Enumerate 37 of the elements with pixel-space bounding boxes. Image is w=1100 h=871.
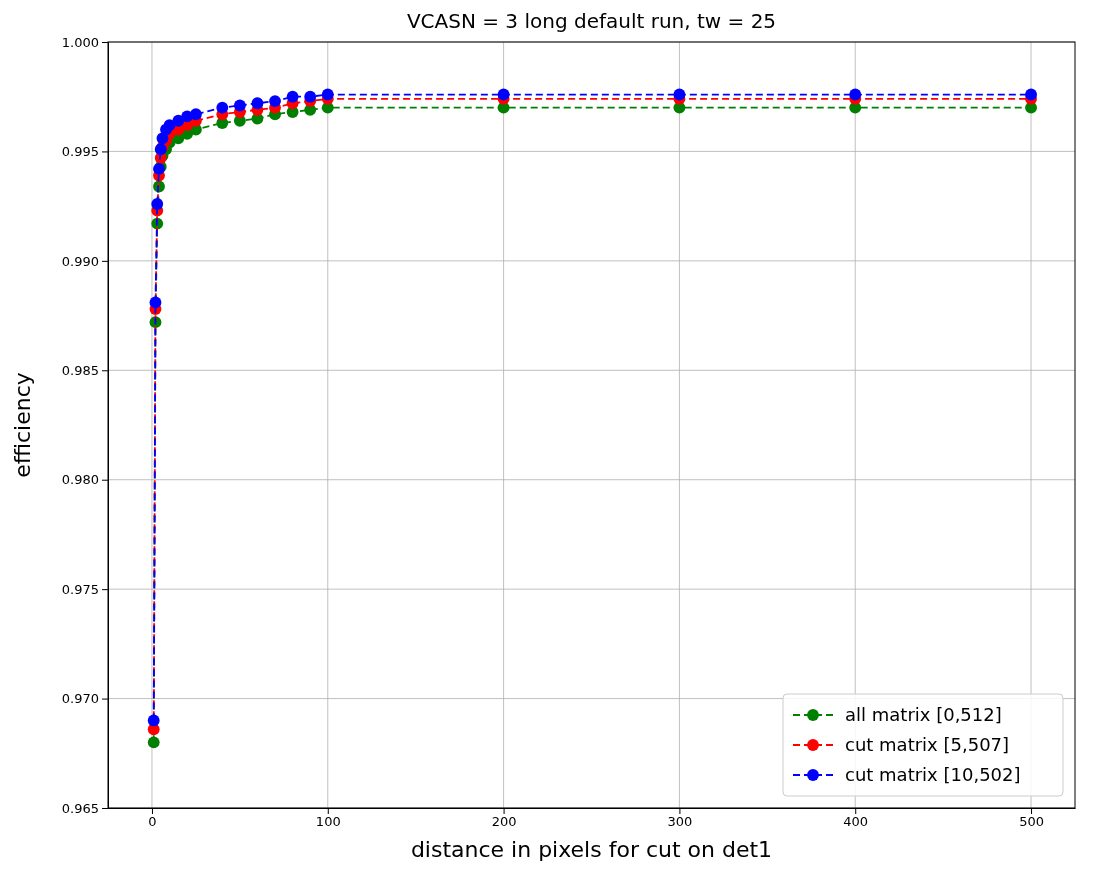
x-tick-label: 100 [315, 814, 341, 830]
legend-label: cut matrix [5,507] [845, 734, 1010, 755]
point [286, 90, 299, 103]
y-tick-label: 0.980 [61, 472, 99, 488]
y-axis-title: efficiency [10, 372, 35, 478]
point [163, 119, 176, 132]
point [269, 95, 281, 107]
chart-title: VCASN = 3 long default run, tw = 25 [406, 9, 777, 33]
x-axis-title: distance in pixels for cut on det1 [410, 837, 773, 862]
x-tick-label: 400 [843, 814, 869, 830]
x-tick-label: 0 [148, 814, 157, 830]
point [216, 101, 229, 114]
y-tick-label: 0.975 [61, 581, 99, 597]
point [151, 198, 164, 210]
point [849, 88, 862, 101]
point [1025, 88, 1037, 101]
point [189, 108, 202, 121]
x-tick-label: 500 [1019, 814, 1044, 830]
y-tick-label: 0.995 [61, 144, 99, 160]
y-tick-label: 0.970 [61, 691, 99, 707]
y-tick-label: 1.000 [61, 34, 99, 50]
point [147, 714, 160, 727]
y-tick-label: 0.990 [61, 253, 99, 269]
y-tick-label: 0.985 [61, 362, 99, 378]
point [673, 88, 686, 101]
point [251, 97, 264, 110]
point [304, 90, 317, 103]
point [497, 88, 510, 101]
point [321, 88, 334, 101]
point [149, 296, 162, 309]
x-tick-label: 200 [491, 814, 517, 830]
legend-label: cut matrix [10,502] [845, 764, 1021, 785]
point [233, 99, 246, 112]
legend-label: all matrix [0,512] [845, 704, 1002, 725]
x-tick-label: 300 [667, 814, 693, 830]
point [147, 736, 160, 749]
y-tick-label: 0.965 [61, 800, 99, 816]
